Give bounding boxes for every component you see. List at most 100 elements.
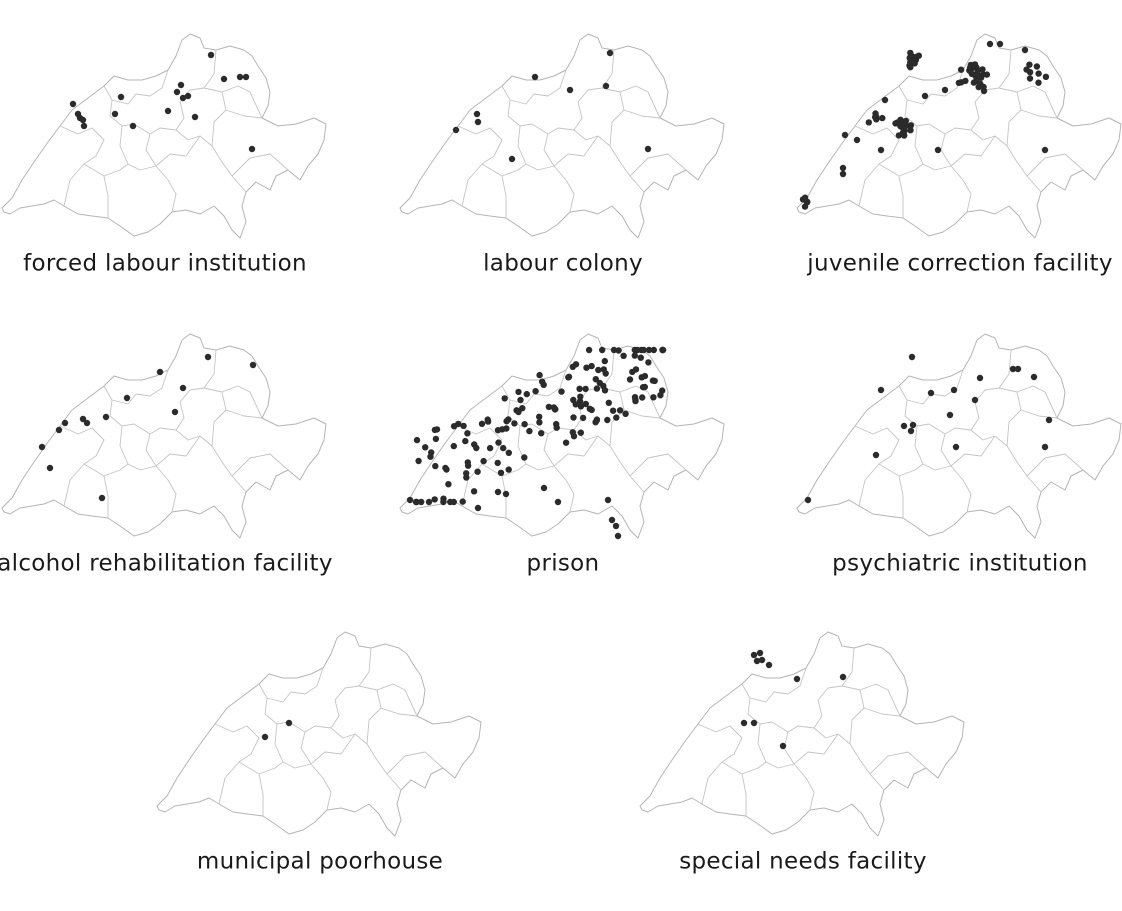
institution-dot <box>505 449 512 456</box>
institution-dot <box>179 94 187 102</box>
institution-dot <box>779 742 787 750</box>
institution-dot <box>445 481 452 488</box>
institution-dot <box>601 387 609 394</box>
institution-dot <box>463 470 470 477</box>
institution-dot <box>184 92 192 100</box>
institution-dot <box>599 346 606 354</box>
institution-dot <box>971 61 979 68</box>
institution-dot <box>566 86 574 94</box>
institution-dot <box>592 376 599 383</box>
institution-dot <box>494 488 502 496</box>
institution-dot <box>585 346 593 354</box>
institution-dot <box>872 114 879 121</box>
institution-dot <box>76 114 84 122</box>
switzerland-map <box>639 631 965 837</box>
institution-dot <box>980 83 987 91</box>
institution-dot <box>570 396 577 404</box>
institution-dot <box>521 421 528 428</box>
institution-dot <box>839 673 847 681</box>
institution-dot <box>413 436 421 444</box>
institution-dot <box>950 386 958 394</box>
institution-dot <box>901 123 909 130</box>
institution-dot <box>526 427 533 435</box>
institution-dot <box>793 675 801 683</box>
institution-dot <box>596 379 603 387</box>
institution-dot <box>572 361 580 368</box>
institution-dot <box>442 464 449 472</box>
institution-dot <box>595 366 602 374</box>
institution-dot <box>622 410 629 417</box>
institution-dot <box>756 649 764 657</box>
institution-dot <box>474 504 482 512</box>
institution-dot <box>606 49 614 57</box>
institution-dot <box>464 430 471 437</box>
institution-dot <box>531 73 539 81</box>
institution-dot <box>608 516 616 524</box>
institution-dot <box>907 427 915 435</box>
institution-dot <box>645 359 652 366</box>
institution-dot <box>249 361 257 369</box>
institution-dot <box>497 469 505 476</box>
institution-dot <box>452 126 460 134</box>
institution-dot <box>511 420 518 427</box>
institution-dot <box>285 719 293 727</box>
institution-dot <box>569 429 576 436</box>
panel-label: psychiatric institution <box>832 551 1088 577</box>
institution-dot <box>517 396 524 404</box>
map-panel: labour colony <box>399 33 725 277</box>
institution-dot <box>459 498 466 505</box>
institution-dot <box>1030 373 1038 381</box>
institution-dot <box>464 462 472 469</box>
map-panel: psychiatric institution <box>796 333 1122 577</box>
institution-dot <box>604 496 612 504</box>
institution-dot <box>894 119 901 126</box>
institution-dot <box>536 371 543 379</box>
institution-dot <box>909 421 917 429</box>
map-panel: alcohol rehabilitation facility <box>0 333 332 577</box>
institution-dot <box>562 439 570 446</box>
institution-dot <box>899 129 907 136</box>
institution-dot <box>432 462 439 470</box>
institution-dot <box>907 64 914 71</box>
institution-dot <box>236 73 244 81</box>
institution-dot <box>853 136 861 144</box>
panel-label: juvenile correction facility <box>806 251 1112 277</box>
institution-dot <box>907 127 914 134</box>
institution-dot <box>639 384 647 391</box>
institution-dot <box>631 394 639 401</box>
institution-dot <box>570 414 577 421</box>
institution-dot <box>865 119 872 126</box>
institution-dot <box>612 522 620 530</box>
institution-dot <box>576 385 583 392</box>
institution-dot <box>1042 73 1050 80</box>
institution-dot <box>577 403 585 410</box>
institution-dot <box>499 426 506 433</box>
institution-dot <box>474 118 482 126</box>
institution-dot <box>515 408 522 416</box>
institution-dot <box>111 110 119 118</box>
institution-dot <box>1014 365 1022 373</box>
institution-dot <box>750 719 758 727</box>
institution-dot <box>473 444 480 452</box>
institution-dot <box>753 657 761 665</box>
institution-dot <box>129 122 137 130</box>
institution-dot <box>474 468 481 475</box>
institution-dot <box>979 66 986 73</box>
institution-dot <box>801 194 809 201</box>
institution-dot <box>480 457 487 465</box>
institution-dot <box>839 164 847 172</box>
institution-dot <box>649 377 657 384</box>
institution-dot <box>872 451 880 459</box>
institution-dot <box>650 346 657 354</box>
institution-dot <box>588 406 595 414</box>
institution-dot <box>801 203 809 210</box>
panel-label: labour colony <box>483 251 643 277</box>
institution-dot <box>593 385 601 392</box>
switzerland-map <box>399 333 725 539</box>
institution-dot <box>503 418 510 425</box>
institution-dot <box>242 73 250 81</box>
institution-dot <box>521 454 528 461</box>
institution-dot <box>634 346 641 354</box>
institution-dot <box>432 435 440 443</box>
institution-dot <box>841 131 849 139</box>
